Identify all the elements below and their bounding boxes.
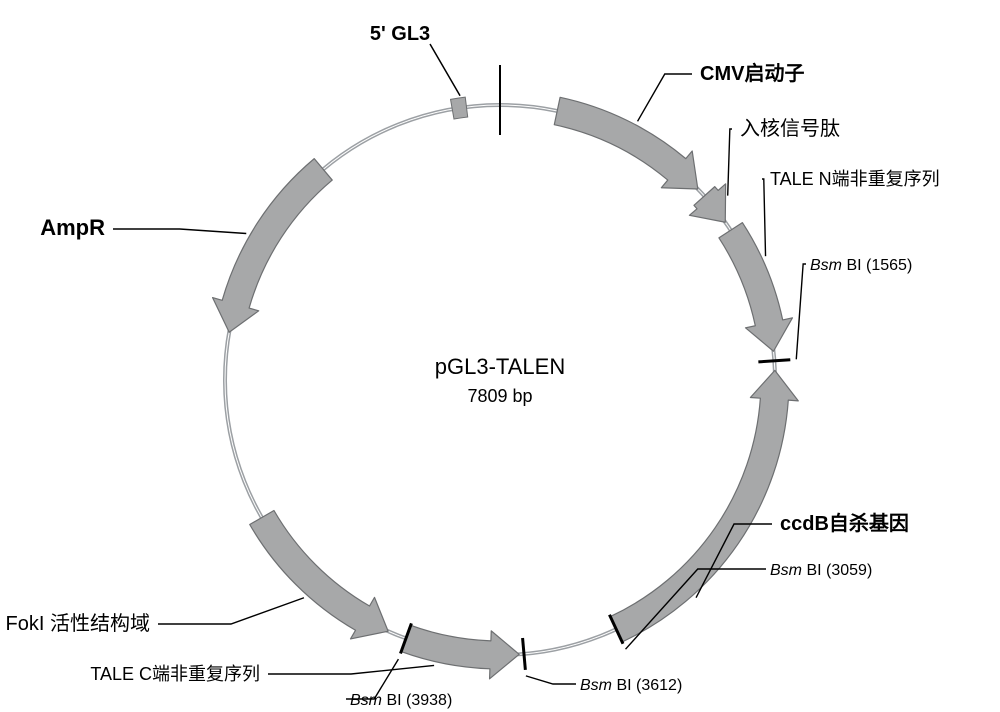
arc-cmv xyxy=(554,97,698,189)
label-tale_n: TALE N端非重复序列 xyxy=(770,169,940,189)
lead-nls xyxy=(728,129,732,196)
label-foki: FokI 活性结构域 xyxy=(6,612,150,635)
site-tick-bsmbi_3612 xyxy=(523,638,526,670)
site-label-bsmbi_3059: Bsm BI (3059) xyxy=(770,562,872,579)
site-label-bsmbi_1565: Bsm BI (1565) xyxy=(810,257,912,274)
lead-tale_c xyxy=(268,665,434,674)
label-tale_c: TALE C端非重复序列 xyxy=(90,664,260,684)
site-label-bsmbi_3938: Bsm BI (3938) xyxy=(350,692,452,709)
lead-ampr xyxy=(113,229,246,234)
arc-ampr xyxy=(213,159,333,333)
site-label-bsmbi_3612: Bsm BI (3612) xyxy=(580,677,682,694)
gl3-tick xyxy=(451,97,468,119)
site-lead-bsmbi_1565 xyxy=(796,264,806,359)
arc-nls xyxy=(689,184,725,222)
lead-foki xyxy=(158,598,304,624)
label-ccdb: ccdB自杀基因 xyxy=(780,511,909,535)
lead-tale_n xyxy=(762,179,766,256)
label-nls: 入核信号肽 xyxy=(740,117,840,140)
arc-tale_c xyxy=(401,625,519,679)
label-cmv: CMV启动子 xyxy=(700,61,804,85)
site-lead-bsmbi_3612 xyxy=(526,676,576,684)
plasmid-map: 5' GL3 Bsm BI (1565) Bsm BI (3059) Bsm BI (… xyxy=(0,0,1000,712)
plasmid-name: pGL3-TALEN xyxy=(435,354,565,379)
arc-tale_n xyxy=(719,223,793,352)
label-ampr: AmpR xyxy=(40,215,105,240)
gl3-label: 5' GL3 xyxy=(370,23,430,45)
arc-foki xyxy=(250,511,388,639)
arc-ccdb xyxy=(610,370,798,642)
site-tick-bsmbi_1565 xyxy=(758,360,790,362)
lead-cmv xyxy=(638,74,692,121)
plasmid-size: 7809 bp xyxy=(467,386,532,406)
